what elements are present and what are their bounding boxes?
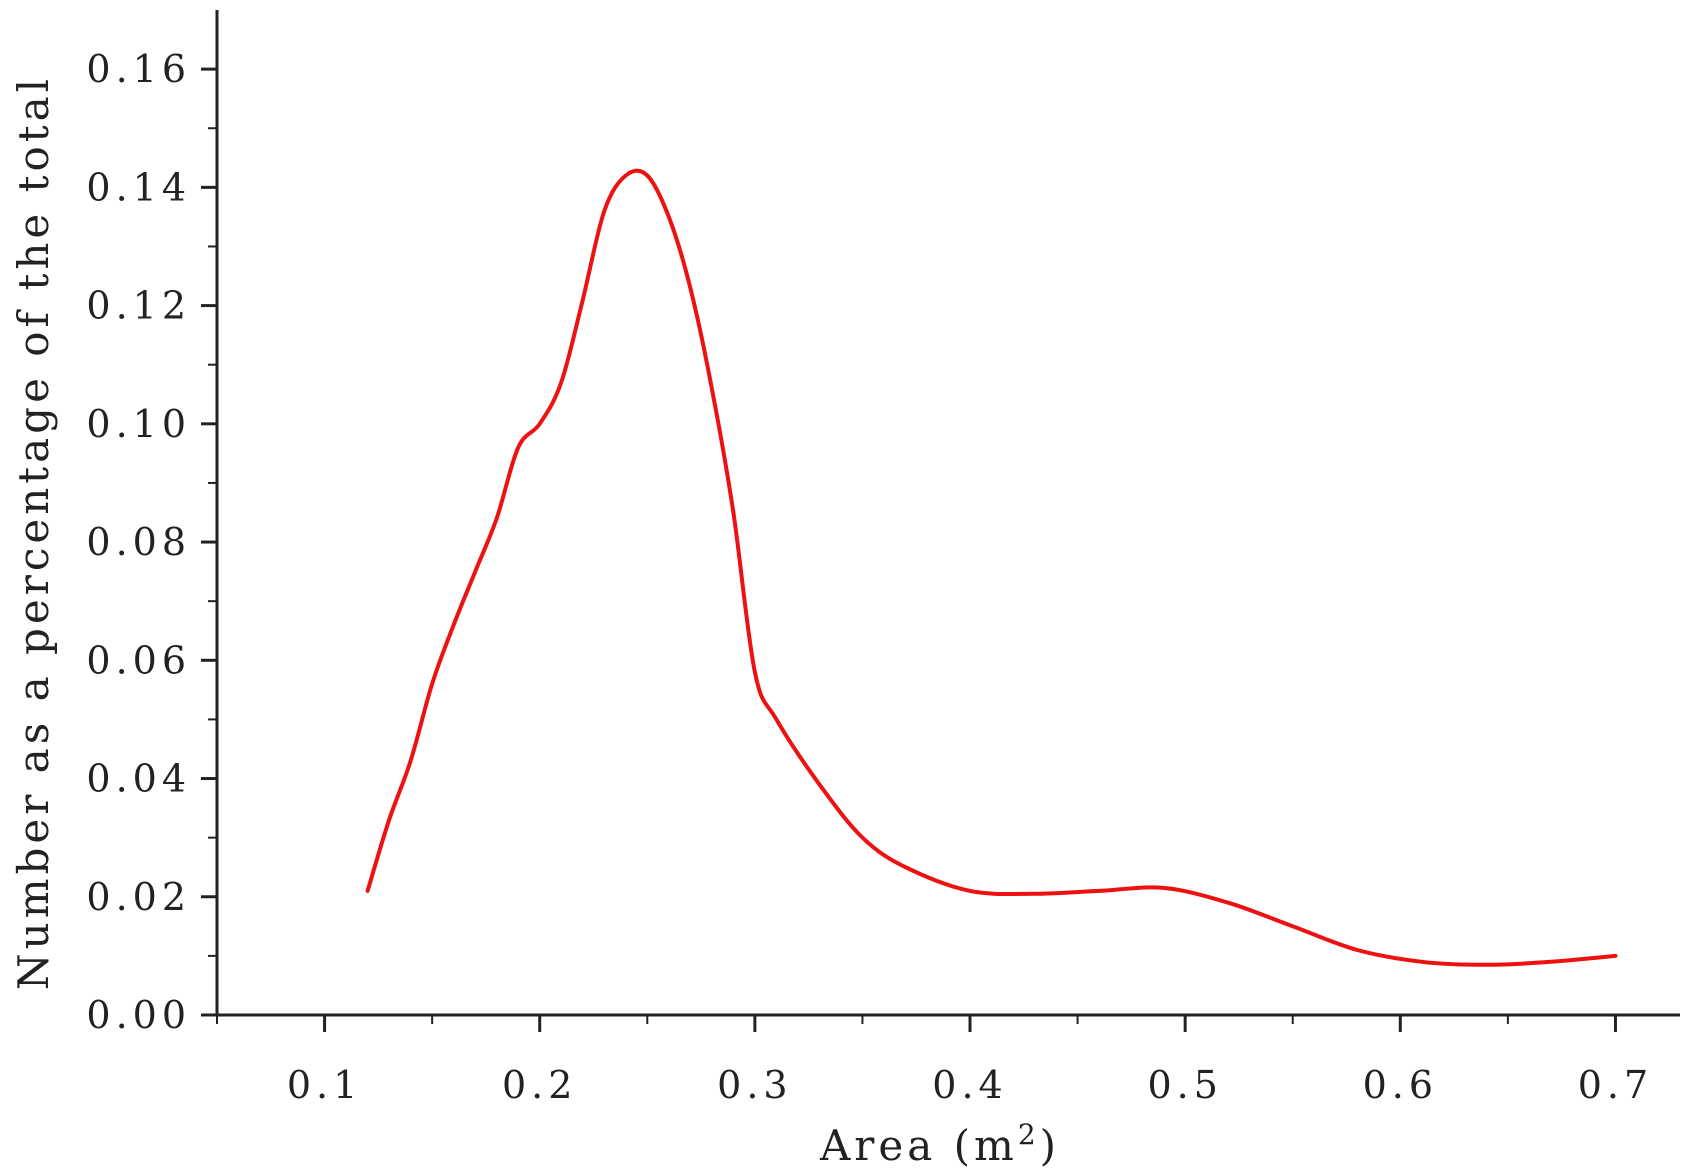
x-tick-label: 0.3 <box>717 1063 792 1107</box>
y-axis-ticks: 0.00 0.02 0.04 0.06 0.08 0.10 0.12 0.14 0.16 <box>86 47 217 1037</box>
x-tick-label: 0.4 <box>932 1063 1007 1107</box>
x-tick-label: 0.7 <box>1578 1063 1653 1107</box>
y-tick-label: 0.12 <box>86 284 191 328</box>
x-axis-title-close: ) <box>1040 1121 1060 1170</box>
y-tick-label: 0.14 <box>86 165 191 209</box>
y-tick-label: 0.00 <box>86 993 191 1037</box>
y-tick-label: 0.04 <box>86 757 191 801</box>
y-tick-label: 0.02 <box>86 875 191 919</box>
y-tick-label: 0.16 <box>86 47 191 91</box>
x-axis-ticks: 0.1 0.2 0.3 0.4 0.5 0.6 0.7 <box>216 1015 1653 1107</box>
x-tick-label: 0.1 <box>287 1063 362 1107</box>
y-tick-label: 0.08 <box>86 520 191 564</box>
y-tick-label: 0.06 <box>86 638 191 682</box>
y-axis-title: Number as a percentage of the total <box>9 75 58 990</box>
x-tick-label: 0.2 <box>502 1063 577 1107</box>
x-axis-title: Area (m2) <box>819 1118 1060 1170</box>
x-tick-label: 0.6 <box>1363 1063 1438 1107</box>
y-tick-label: 0.10 <box>86 402 191 446</box>
x-tick-label: 0.5 <box>1147 1063 1222 1107</box>
x-axis-title-main: Area (m <box>819 1121 1018 1170</box>
x-axis-title-superscript: 2 <box>1018 1118 1040 1151</box>
series-group <box>365 168 1618 967</box>
series-line <box>365 168 1618 967</box>
